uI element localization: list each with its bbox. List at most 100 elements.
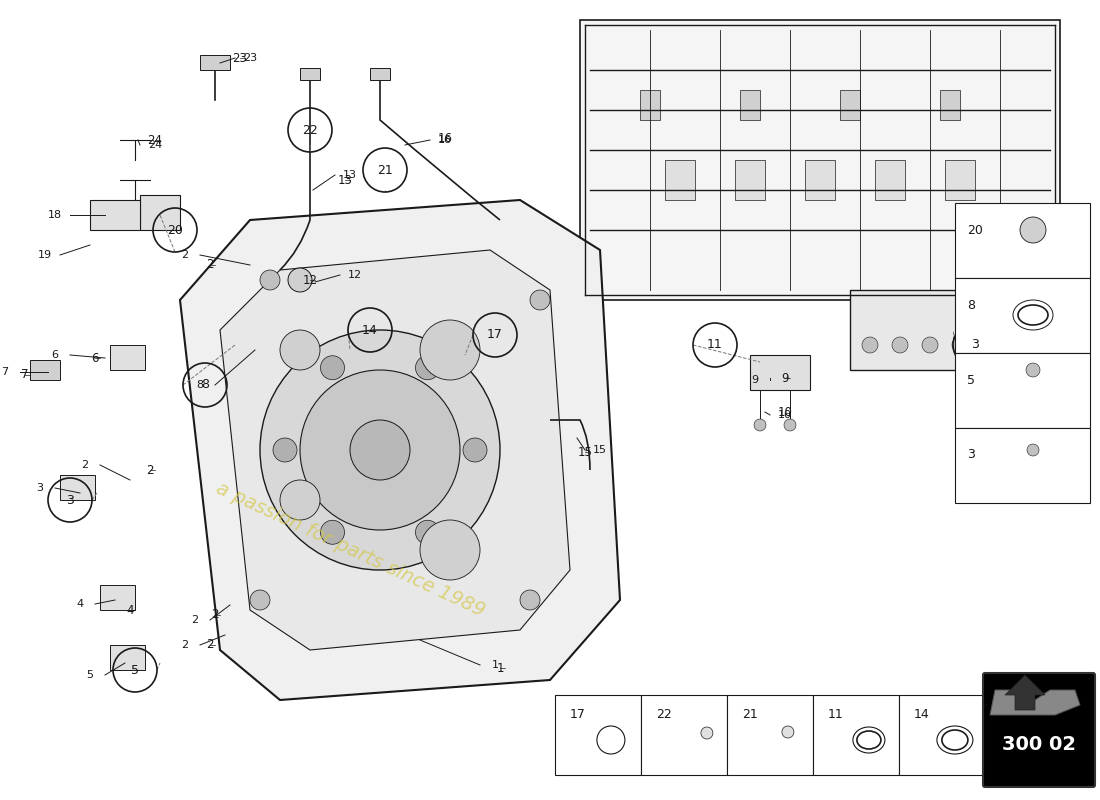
Text: 6: 6 [52,350,58,360]
Circle shape [862,337,878,353]
Text: 2: 2 [211,609,219,622]
Text: 14: 14 [914,709,929,722]
Text: 20: 20 [967,223,983,237]
Bar [100,585,135,610]
Text: 22: 22 [656,709,672,722]
Bar [750,355,810,390]
Bar [727,695,813,775]
Text: 2: 2 [182,250,188,260]
Text: 3: 3 [967,449,975,462]
Circle shape [280,330,320,370]
Circle shape [416,356,440,380]
Text: 24: 24 [147,134,163,146]
Bar [641,695,727,775]
Text: 3: 3 [36,483,44,493]
Text: 9: 9 [751,375,759,385]
Text: 15: 15 [593,445,607,455]
Bar [955,427,1090,502]
Bar [955,202,1090,278]
Bar [666,160,695,200]
Circle shape [463,438,487,462]
Text: 18: 18 [48,210,62,220]
Bar [300,68,320,80]
Polygon shape [220,250,570,650]
Circle shape [280,480,320,520]
Text: 20: 20 [167,223,183,237]
Text: a passion for parts since 1989: a passion for parts since 1989 [212,479,487,621]
Circle shape [1020,217,1046,243]
Text: 10: 10 [778,410,792,420]
Text: EPC: EPC [378,347,521,413]
Text: 23: 23 [243,53,257,63]
Text: 4: 4 [126,603,134,617]
Text: 2: 2 [81,460,89,470]
Bar [840,90,860,120]
Circle shape [1026,363,1039,377]
Bar [955,278,1090,353]
Text: 13: 13 [343,170,358,180]
Circle shape [350,420,410,480]
Circle shape [782,726,794,738]
Text: 1: 1 [492,660,498,670]
Bar [110,345,145,370]
Bar [813,695,899,775]
Circle shape [530,290,550,310]
Text: 2: 2 [146,463,154,477]
Text: 17: 17 [487,329,503,342]
Circle shape [1027,444,1040,456]
Text: 2: 2 [191,615,199,625]
Circle shape [420,320,480,380]
Text: 3: 3 [971,338,979,351]
Circle shape [520,590,540,610]
Circle shape [260,270,280,290]
Bar [30,360,60,380]
Text: 9: 9 [781,371,789,385]
Text: 2: 2 [207,258,213,271]
Text: 5: 5 [967,374,975,386]
Text: 12: 12 [302,274,318,286]
Text: 21: 21 [377,163,393,177]
Bar [640,90,660,120]
Bar [874,160,905,200]
Circle shape [892,337,907,353]
Circle shape [250,590,270,610]
Bar [805,160,835,200]
Circle shape [300,370,460,530]
Bar [955,353,1090,427]
Text: 15: 15 [578,446,593,458]
Text: 23: 23 [232,51,248,65]
Circle shape [952,337,968,353]
Text: 8: 8 [201,378,209,391]
Text: 8: 8 [197,380,204,390]
Polygon shape [990,690,1080,715]
Circle shape [320,356,344,380]
Text: 10: 10 [778,406,792,419]
Bar [556,695,641,775]
Bar [899,695,984,775]
Circle shape [784,419,796,431]
Bar [370,68,390,80]
Polygon shape [90,200,140,230]
Text: 7: 7 [21,369,29,382]
Circle shape [701,727,713,739]
Text: 11: 11 [828,709,844,722]
Text: 7: 7 [1,367,9,377]
Text: 2: 2 [207,638,213,651]
Bar [945,160,975,200]
Bar [200,55,230,70]
Bar [740,90,760,120]
Bar [580,20,1060,300]
Bar [850,290,980,370]
Circle shape [754,419,766,431]
Bar [735,160,764,200]
Circle shape [273,438,297,462]
Text: 300 02: 300 02 [1002,735,1076,754]
Text: 5: 5 [131,663,139,677]
Bar [140,195,180,230]
Bar [110,645,145,670]
Text: 4: 4 [76,599,84,609]
Text: 14: 14 [362,323,378,337]
Circle shape [320,520,344,544]
Text: 19: 19 [37,250,52,260]
Text: 16: 16 [438,131,452,145]
